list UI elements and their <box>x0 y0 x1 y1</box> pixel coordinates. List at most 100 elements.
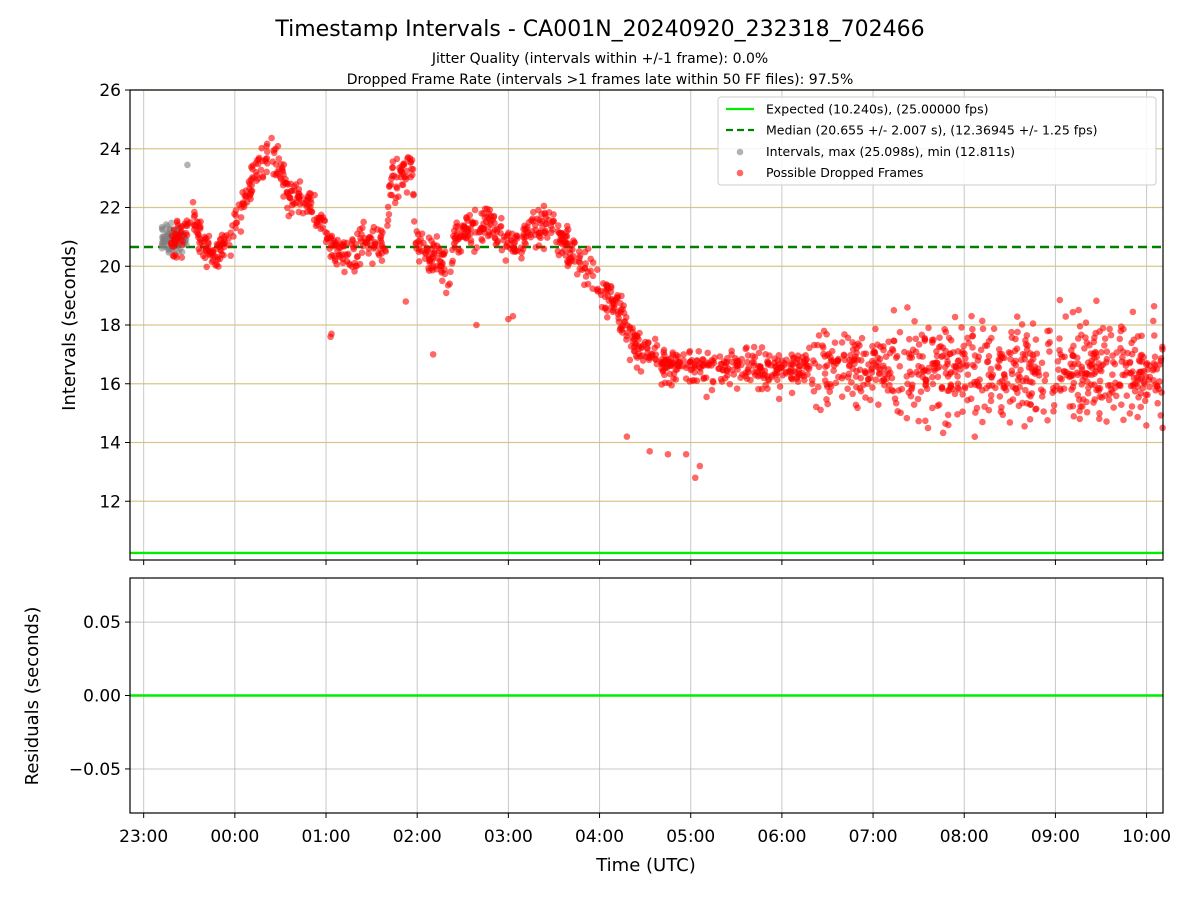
dropped-frame-point <box>563 233 571 240</box>
dropped-frame-point <box>377 232 385 240</box>
interval-point <box>158 225 166 233</box>
dropped-frame-point <box>965 339 973 347</box>
dropped-frame-point <box>560 246 568 254</box>
dropped-frame-point <box>619 329 626 336</box>
dropped-frame-point <box>875 370 883 378</box>
x-tick-label: 06:00 <box>757 827 806 847</box>
dropped-frame-point <box>582 273 590 280</box>
dropped-frame-point <box>814 341 821 349</box>
dropped-frame-point <box>505 229 512 237</box>
dropped-frame-point <box>1110 404 1117 411</box>
dropped-frame-point <box>869 342 876 350</box>
dropped-frame-point <box>1082 319 1090 327</box>
dropped-frame-point <box>669 351 677 358</box>
dropped-frame-point <box>331 257 339 265</box>
dropped-frame-point <box>245 178 253 185</box>
dropped-frame-point <box>857 357 865 364</box>
dropped-frame-point <box>384 222 391 229</box>
dropped-frame-point <box>1118 401 1125 408</box>
dropped-frame-point <box>915 417 922 425</box>
dropped-frame-point <box>615 308 622 316</box>
dropped-frame-point <box>275 155 283 162</box>
dropped-frame-point <box>540 202 548 210</box>
intervals-grid <box>130 89 1163 560</box>
dropped-frame-point <box>528 227 536 235</box>
dropped-frame-point <box>1009 396 1017 403</box>
dropped-frame-point <box>232 219 240 227</box>
dropped-frame-point <box>442 289 450 297</box>
dropped-frame-point <box>922 382 929 389</box>
dropped-frame-point <box>576 259 584 267</box>
dropped-frame-point <box>910 401 918 408</box>
dropped-frame-point <box>1129 308 1137 316</box>
x-tick-label: 10:00 <box>1122 827 1171 847</box>
dropped-frame-point <box>1116 335 1124 343</box>
dropped-frame-point <box>402 298 410 305</box>
dropped-frame-point <box>467 237 475 244</box>
dropped-frame-point <box>914 395 922 403</box>
residuals-panel: 23:00 00:00 01:00 02:00 03:00 04:00 05:00 06:00… <box>22 577 1171 876</box>
dropped-frame-point <box>892 354 900 361</box>
dropped-frame-point <box>1038 393 1046 400</box>
dropped-frame-point <box>550 217 558 225</box>
dropped-frame-point <box>589 259 597 266</box>
intervals-y-tick-label: 26 <box>99 81 121 101</box>
dropped-frame-point <box>407 159 414 166</box>
dropped-frame-point <box>1074 371 1082 379</box>
dropped-frame-point <box>389 158 397 165</box>
dropped-frame-point <box>1083 398 1090 406</box>
dropped-frame-point <box>522 240 529 248</box>
dropped-frame-point <box>939 344 947 352</box>
dropped-frame-point <box>776 383 784 390</box>
dropped-frame-point <box>704 349 712 357</box>
dropped-frame-point <box>1049 389 1056 396</box>
dropped-frame-point <box>587 267 595 275</box>
dropped-frame-point <box>849 339 856 346</box>
dropped-frame-point <box>230 233 237 240</box>
dropped-frame-point <box>601 293 609 301</box>
dropped-frame-point <box>573 270 581 278</box>
dropped-frame-point <box>976 376 983 383</box>
dropped-frame-point <box>924 424 932 432</box>
dropped-frame-point <box>478 235 485 243</box>
dropped-frame-point <box>216 243 223 251</box>
dropped-frame-point <box>1119 348 1127 356</box>
dropped-frame-point <box>969 325 976 333</box>
dropped-frame-point <box>856 384 864 392</box>
dropped-frame-point <box>646 448 653 455</box>
dropped-frame-point <box>700 374 708 382</box>
dropped-frame-point <box>1070 413 1078 420</box>
dropped-frame-point <box>806 344 813 352</box>
dropped-frame-point <box>1106 390 1113 398</box>
dropped-frame-point <box>1104 382 1112 389</box>
dropped-frame-point <box>438 277 446 285</box>
dropped-frame-point <box>626 356 634 364</box>
dropped-frame-point <box>1088 371 1096 378</box>
dropped-frame-point <box>382 248 390 255</box>
dropped-frame-point <box>214 253 221 261</box>
dropped-frame-point <box>803 364 811 372</box>
dropped-frame-point <box>653 342 661 349</box>
dropped-frame-point <box>400 161 407 169</box>
dropped-frame-point <box>664 450 672 458</box>
dropped-frame-point <box>1046 338 1054 346</box>
dropped-frame-point <box>545 209 553 216</box>
x-tick-label: 09:00 <box>1031 827 1080 847</box>
dropped-frame-point <box>747 376 754 384</box>
dropped-frame-point <box>676 359 684 366</box>
dropped-frame-point <box>1008 334 1016 341</box>
dropped-frame-point <box>889 345 896 353</box>
dropped-frame-point <box>947 336 955 344</box>
dropped-frame-point <box>479 225 487 232</box>
dropped-frame-point <box>438 251 445 258</box>
dropped-frame-point <box>410 190 417 198</box>
dropped-frame-point <box>581 281 588 289</box>
dropped-frame-point <box>916 352 923 360</box>
dropped-frame-point <box>1137 390 1145 397</box>
dropped-frame-point <box>1044 327 1051 335</box>
dropped-frame-point <box>1092 329 1099 337</box>
dropped-frame-point <box>733 385 741 392</box>
dropped-frame-point <box>1101 335 1109 342</box>
dropped-frame-point <box>765 376 773 384</box>
dropped-frame-point <box>651 335 659 343</box>
